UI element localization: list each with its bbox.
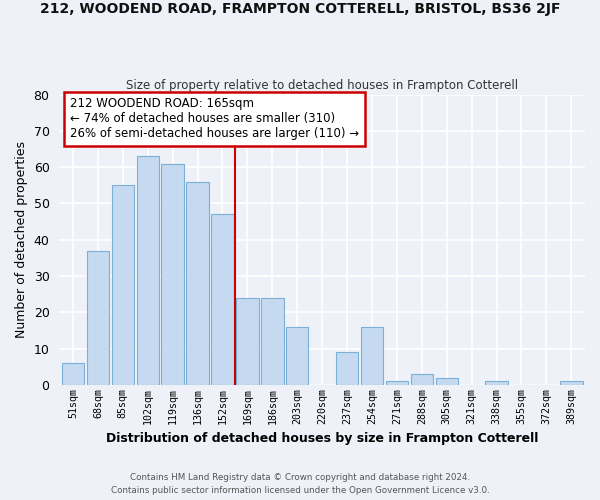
Bar bbox=[161, 164, 184, 385]
Bar bbox=[86, 250, 109, 385]
Text: Contains HM Land Registry data © Crown copyright and database right 2024.
Contai: Contains HM Land Registry data © Crown c… bbox=[110, 474, 490, 495]
Bar bbox=[560, 382, 583, 385]
Bar bbox=[286, 327, 308, 385]
Bar bbox=[410, 374, 433, 385]
X-axis label: Distribution of detached houses by size in Frampton Cotterell: Distribution of detached houses by size … bbox=[106, 432, 538, 445]
Bar bbox=[336, 352, 358, 385]
Bar bbox=[137, 156, 159, 385]
Bar bbox=[436, 378, 458, 385]
Bar bbox=[261, 298, 284, 385]
Bar bbox=[187, 182, 209, 385]
Bar bbox=[386, 382, 408, 385]
Bar bbox=[112, 186, 134, 385]
Bar bbox=[211, 214, 233, 385]
Y-axis label: Number of detached properties: Number of detached properties bbox=[15, 141, 28, 338]
Bar bbox=[236, 298, 259, 385]
Bar bbox=[62, 363, 84, 385]
Text: 212, WOODEND ROAD, FRAMPTON COTTERELL, BRISTOL, BS36 2JF: 212, WOODEND ROAD, FRAMPTON COTTERELL, B… bbox=[40, 2, 560, 16]
Bar bbox=[361, 327, 383, 385]
Bar bbox=[485, 382, 508, 385]
Title: Size of property relative to detached houses in Frampton Cotterell: Size of property relative to detached ho… bbox=[126, 79, 518, 92]
Text: 212 WOODEND ROAD: 165sqm
← 74% of detached houses are smaller (310)
26% of semi-: 212 WOODEND ROAD: 165sqm ← 74% of detach… bbox=[70, 98, 359, 140]
